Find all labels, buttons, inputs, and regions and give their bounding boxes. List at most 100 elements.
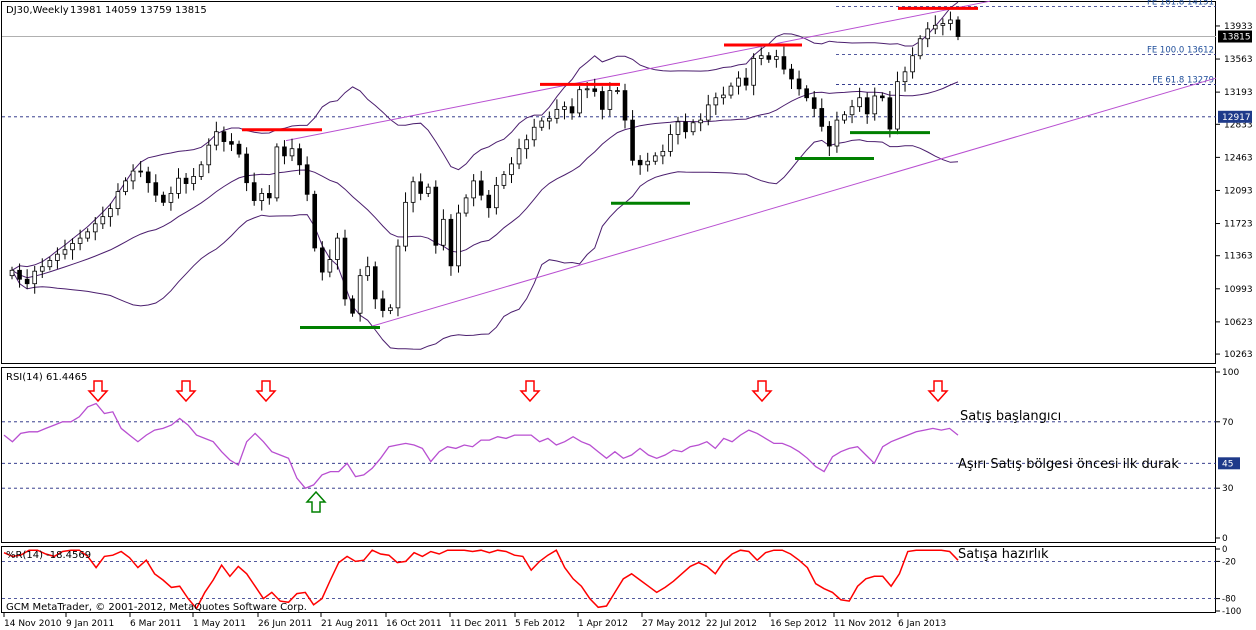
candle-bearish	[630, 119, 635, 161]
candle-bullish	[357, 275, 363, 314]
candle-bearish	[864, 97, 870, 115]
time-tick-label: 16 Sep 2012	[770, 619, 827, 629]
candle-bullish	[751, 58, 756, 86]
candle-bearish	[448, 218, 454, 267]
candle-bullish	[176, 177, 181, 194]
price-gridlines: FE 161.8 14151 FE 100.0 13612 FE 61.8 1327…	[2, 0, 1216, 118]
time-tick-label: 27 May 2012	[642, 619, 701, 629]
price-axis: 10263 10623 10993 11363 11723 12093 12463 12833…	[1216, 22, 1253, 360]
lower-trendline	[371, 77, 1217, 327]
wr-title: %R(14) -18.4569	[6, 550, 91, 561]
candle-bearish	[811, 97, 817, 109]
rsi-annotation-sell-start: Satış başlangıcı	[960, 409, 1061, 424]
candle-bullish	[198, 164, 204, 177]
candle-bullish	[425, 186, 431, 194]
candle-bullish	[849, 106, 855, 116]
sell-arrow-icon	[927, 380, 949, 403]
rsi-tick-label: 100	[1222, 368, 1239, 378]
rsi-tick-label: 0	[1222, 534, 1228, 544]
candle-bullish	[115, 191, 121, 210]
candle-bearish	[478, 180, 484, 196]
time-axis: 14 Nov 2010 9 Jan 2011 6 Mar 2011 1 May 201…	[3, 613, 946, 629]
candle-bullish	[645, 160, 651, 166]
candle-bearish	[297, 148, 302, 166]
wr-panel-border	[1, 546, 1216, 613]
williams-r-panel: 0 -20 -80 -100	[2, 545, 1241, 617]
candle-bullish	[758, 55, 764, 59]
wr-tick-label: -80	[1222, 595, 1236, 605]
price-tick-label: 10993	[1224, 285, 1253, 295]
sell-arrow-icon	[87, 380, 109, 403]
candle-bullish	[940, 23, 946, 26]
candle-bullish	[917, 38, 923, 57]
candle-bearish	[789, 68, 794, 80]
candle-bearish	[743, 77, 749, 86]
price-tick-label: 13563	[1224, 55, 1253, 65]
candle-bearish	[887, 97, 893, 130]
candle-bullish	[584, 88, 590, 91]
candle-bullish	[456, 212, 461, 267]
candle-bullish	[108, 208, 113, 218]
candle-bullish	[509, 163, 514, 176]
candle-bullish	[441, 218, 446, 246]
candle-bullish	[895, 81, 900, 130]
candle-bearish	[372, 266, 378, 300]
candle-bearish	[600, 91, 605, 110]
candle-bullish	[388, 307, 393, 311]
candle-bearish	[433, 186, 439, 246]
candle-bullish	[206, 144, 212, 166]
candle-bearish	[819, 108, 825, 127]
candle-bearish	[342, 237, 348, 300]
rsi-title: RSI(14) 61.4465	[6, 372, 87, 383]
price-panel-border	[1, 1, 1216, 364]
candle-bullish	[713, 97, 719, 106]
current-price-badge-label: 13815	[1222, 33, 1251, 43]
rsi-marked-badge	[1218, 457, 1240, 470]
candle-bullish	[698, 119, 703, 124]
candle-bearish	[183, 177, 189, 184]
candle-bullish	[335, 237, 340, 260]
price-tick-label: 12093	[1224, 186, 1253, 196]
candle-bullish	[100, 216, 106, 225]
candle-bullish	[668, 134, 673, 152]
rsi-marked-badge-label: 45	[1222, 459, 1233, 469]
copyright-label: GCM MetaTrader, © 2001-2012, MetaQuotes …	[6, 602, 307, 613]
candle-bullish	[872, 95, 878, 115]
candlestick-series	[9, 11, 961, 322]
candle-bearish	[145, 171, 151, 184]
wr-line	[3, 549, 959, 610]
candle-bearish	[350, 298, 355, 314]
candle-bearish	[312, 193, 318, 249]
candle-bullish	[92, 223, 98, 233]
upper-trendline	[285, 0, 991, 142]
sell-arrow-icon	[751, 380, 773, 403]
candle-bullish	[289, 148, 295, 157]
candle-bearish	[804, 88, 809, 99]
rsi-line	[3, 402, 959, 489]
candle-bearish	[569, 106, 575, 114]
price-tick-label: 13193	[1224, 88, 1253, 98]
candle-bearish	[153, 182, 159, 196]
candle-bearish	[827, 125, 832, 147]
wr-tick-label: -20	[1222, 557, 1236, 567]
bollinger-upper	[11, 1, 959, 271]
candle-bullish	[948, 19, 953, 24]
candle-bullish	[327, 259, 333, 273]
trendlines	[285, 0, 1217, 327]
candle-bearish	[781, 56, 787, 70]
candle-bullish	[365, 266, 370, 277]
candle-bullish	[191, 176, 196, 184]
candle-bullish	[168, 193, 174, 203]
time-tick-label: 6 Mar 2011	[130, 619, 181, 629]
candle-bullish	[62, 249, 68, 255]
candle-bullish	[652, 155, 658, 162]
candle-bearish	[955, 19, 961, 37]
candle-bullish	[47, 260, 53, 268]
candle-bullish	[130, 170, 136, 182]
candle-bearish	[683, 121, 688, 133]
sell-arrow-icon	[175, 380, 197, 403]
time-tick-label: 21 Aug 2011	[321, 619, 379, 629]
time-tick-label: 6 Jan 2013	[898, 619, 946, 629]
